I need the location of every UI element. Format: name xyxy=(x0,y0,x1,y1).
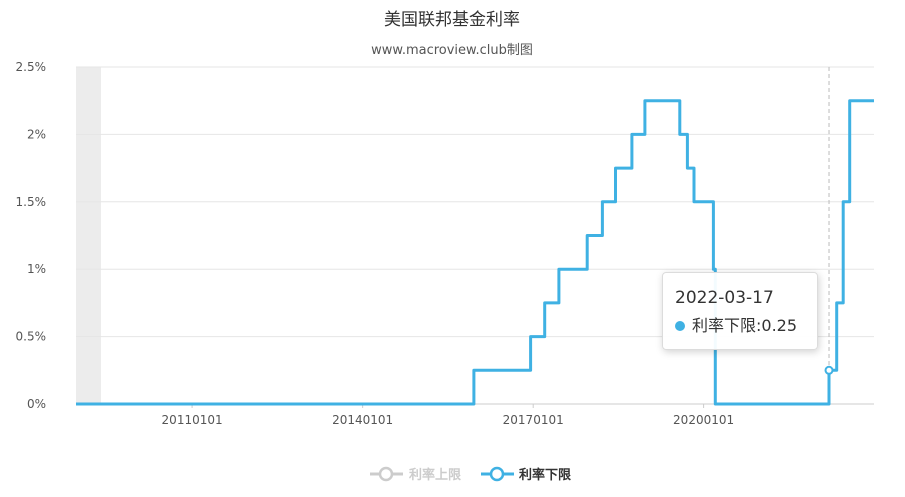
x-tick-label: 20110101 xyxy=(162,413,223,427)
y-tick-label: 0% xyxy=(27,397,46,411)
series-line-1 xyxy=(76,99,874,406)
y-tick-label: 1% xyxy=(27,262,46,276)
tooltip: 2022-03-17 利率下限:0.25 xyxy=(662,272,818,350)
tooltip-series-dot xyxy=(675,321,685,331)
zoom-shade-band xyxy=(76,67,101,404)
legend-label-upper: 利率上限 xyxy=(409,467,462,483)
legend-label-lower: 利率下限 xyxy=(519,467,572,483)
y-tick-label: 2% xyxy=(27,127,46,141)
tooltip-row: 利率下限:0.25 xyxy=(675,315,817,337)
x-tick-label: 20170101 xyxy=(503,413,564,427)
legend-item-upper[interactable]: 利率上限 xyxy=(370,466,462,483)
tooltip-value: 利率下限:0.25 xyxy=(692,316,798,335)
x-tick-label: 20200101 xyxy=(673,413,734,427)
y-tick-label: 1.5% xyxy=(16,195,47,209)
tooltip-date: 2022-03-17 xyxy=(675,288,774,308)
y-tick-label: 2.5% xyxy=(16,60,47,74)
legend: 利率上限 利率下限 xyxy=(370,466,572,483)
chart-title: 美国联邦基金利率 xyxy=(384,10,520,30)
x-tick-label: 20140101 xyxy=(332,413,393,427)
legend-item-lower[interactable]: 利率下限 xyxy=(481,466,572,483)
hover-point[interactable] xyxy=(824,365,834,375)
y-tick-label: 0.5% xyxy=(16,330,47,344)
chart-subtitle: www.macroview.club制图 xyxy=(371,43,533,58)
